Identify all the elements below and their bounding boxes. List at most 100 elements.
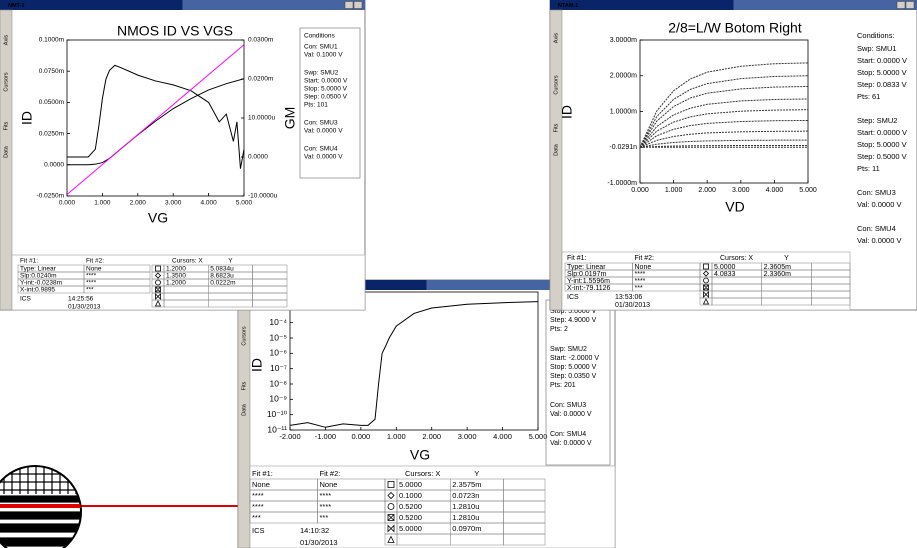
condition-line: Step: 0.0833 V — [857, 80, 907, 89]
cursor-value: 8.6823u — [210, 273, 234, 280]
fit-value: **** — [320, 502, 332, 511]
cursor-value: 1.3500 — [166, 273, 186, 280]
condition-line: Val: 0.0000 V — [550, 411, 592, 418]
y-tick-label: 10⁻⁴ — [269, 317, 287, 327]
side-tab[interactable]: Fits — [553, 123, 559, 132]
x-tick-label: 5.000 — [529, 432, 548, 441]
y-axis-label: ID — [559, 105, 575, 119]
condition-line: Stop: 5.0000 V — [857, 68, 907, 77]
y-tick-label: 2.0000m — [610, 73, 637, 80]
side-tab[interactable]: Data — [553, 143, 559, 156]
y2-tick-label: 0.0300m — [248, 37, 273, 44]
condition-line: Step: 0.5000 V — [857, 152, 907, 161]
page: CursorsFitsDataNMOS SUB VT-2.000-1.0000.… — [0, 0, 917, 548]
plot-frame — [290, 292, 538, 430]
condition-line: Pts: 11 — [857, 164, 880, 173]
screen: CursorsFitsDataNMOS SUB VT-2.000-1.0000.… — [0, 0, 917, 548]
x-tick-label: 1.000 — [94, 200, 111, 207]
condition-line: Con: SMU3 — [304, 120, 338, 127]
title-bar-fade — [183, 0, 366, 10]
y-tick-label: 0.0250m — [39, 130, 64, 137]
close-button[interactable] — [906, 2, 914, 9]
x-tick-label: 3.000 — [732, 187, 750, 194]
x-tick-label: 3.000 — [458, 432, 477, 441]
condition-line: Val: 0.1000 V — [304, 52, 343, 59]
chart-title: NMOS ID VS VGS — [117, 23, 233, 39]
y-tick-label: 10⁻¹⁰ — [267, 409, 288, 419]
chart-title: 2/8=L/W Botom Right — [668, 20, 802, 36]
minimize-button[interactable] — [345, 2, 353, 9]
fit-value: **** — [252, 491, 264, 500]
window: NTAM-1 Axis Cursors Fits Data 2/8=L/W Botom R… — [550, 0, 917, 310]
side-tab[interactable]: Axis — [3, 35, 9, 46]
y2-tick-label: 10.0000u — [248, 115, 275, 122]
side-tab[interactable]: Axis — [553, 33, 559, 44]
fit-header: Fit #1: — [252, 469, 273, 478]
fit-value: Y-int:-0.0238m — [20, 280, 62, 287]
side-tab[interactable]: Fits — [3, 121, 9, 130]
title-bar-fade — [734, 0, 917, 10]
x-tick-label: 4.000 — [200, 200, 217, 207]
cursor-value: 2.3575m — [452, 480, 481, 489]
y2-tick-label: -10.0000u — [248, 193, 278, 200]
tab-strip — [550, 10, 562, 310]
x-tick-label: 2.000 — [698, 187, 716, 194]
x-axis-label: VG — [410, 447, 430, 463]
status-time: 13:53:06 — [615, 294, 642, 301]
side-tab[interactable]: Cursors — [553, 75, 559, 95]
fit-value: **** — [86, 280, 97, 287]
condition-line: Pts: 2 — [550, 326, 568, 333]
cursor-value: 0.0222m — [210, 280, 235, 287]
y-tick-label: 10⁻⁵ — [270, 332, 287, 342]
y-tick-label: -0.0291n — [609, 144, 637, 151]
condition-line: Start: 0.0000 V — [857, 128, 907, 137]
side-tab[interactable]: Fits — [241, 381, 247, 390]
cursor-header: Cursors: X — [720, 255, 753, 262]
x-tick-label: 5.000 — [799, 187, 817, 194]
status-date: 01/30/2013 — [615, 302, 650, 309]
cursor-header: Cursors: X — [172, 258, 203, 265]
x-tick-label: 4.000 — [493, 432, 512, 441]
bottom-panel — [250, 466, 615, 548]
fit-value: *** — [252, 513, 261, 522]
x-tick-label: -1.000 — [315, 432, 336, 441]
condition-line: Stop: 5.0000 V — [857, 140, 907, 149]
cursor-value: 5.0834u — [210, 266, 234, 273]
fit-header: Fit #1: — [567, 255, 587, 262]
condition-line: Con: SMU1 — [304, 44, 338, 51]
condition-line: Val: 0.0000 V — [857, 200, 901, 209]
side-tab[interactable]: Cursors — [3, 72, 9, 92]
y-tick-label: 10⁻¹¹ — [267, 424, 287, 434]
y2-tick-label: 0.0200m — [248, 76, 273, 83]
close-button[interactable] — [354, 2, 362, 9]
side-tab[interactable]: Data — [241, 403, 247, 416]
window-title: NTAM-1 — [558, 3, 578, 9]
status-time: 14:10:32 — [300, 526, 329, 535]
condition-line: Con: SMU4 — [304, 146, 338, 153]
condition-line: Stop: 5.0000 V — [550, 364, 597, 371]
side-tab[interactable]: Data — [3, 145, 9, 158]
y2-tick-label: 0.0000 — [248, 154, 268, 161]
fit-header: Fit #2: — [635, 255, 655, 262]
wafer-logo — [0, 460, 240, 548]
cursor-value: 1.2810u — [452, 513, 479, 522]
cursor-value: 0.0970m — [452, 524, 481, 533]
windows: CursorsFitsDataNMOS SUB VT-2.000-1.0000.… — [0, 0, 917, 548]
fit-value: X-int:-79.1126 — [567, 285, 611, 292]
y-tick-label: 0.1000m — [39, 37, 64, 44]
conditions-heading: Conditions — [304, 33, 335, 40]
cursor-value: 0.5200 — [399, 502, 422, 511]
fit-value: **** — [320, 491, 332, 500]
side-tab[interactable]: Cursors — [241, 326, 247, 346]
condition-line: Start: 0.0000 V — [304, 78, 348, 85]
x-tick-label: 2.000 — [130, 200, 147, 207]
fit-header: Fit #2: — [320, 469, 341, 478]
y-tick-label: 0.0500m — [39, 99, 64, 106]
x-tick-label: 3.000 — [165, 200, 182, 207]
x-axis-label: VG — [148, 210, 168, 226]
condition-line: Pts: 101 — [304, 102, 328, 109]
condition-line: Val: 0.0000 V — [857, 236, 901, 245]
cursor-header: Cursors: X — [405, 469, 440, 478]
minimize-button[interactable] — [897, 2, 905, 9]
condition-line: Con: SMU3 — [550, 402, 586, 409]
